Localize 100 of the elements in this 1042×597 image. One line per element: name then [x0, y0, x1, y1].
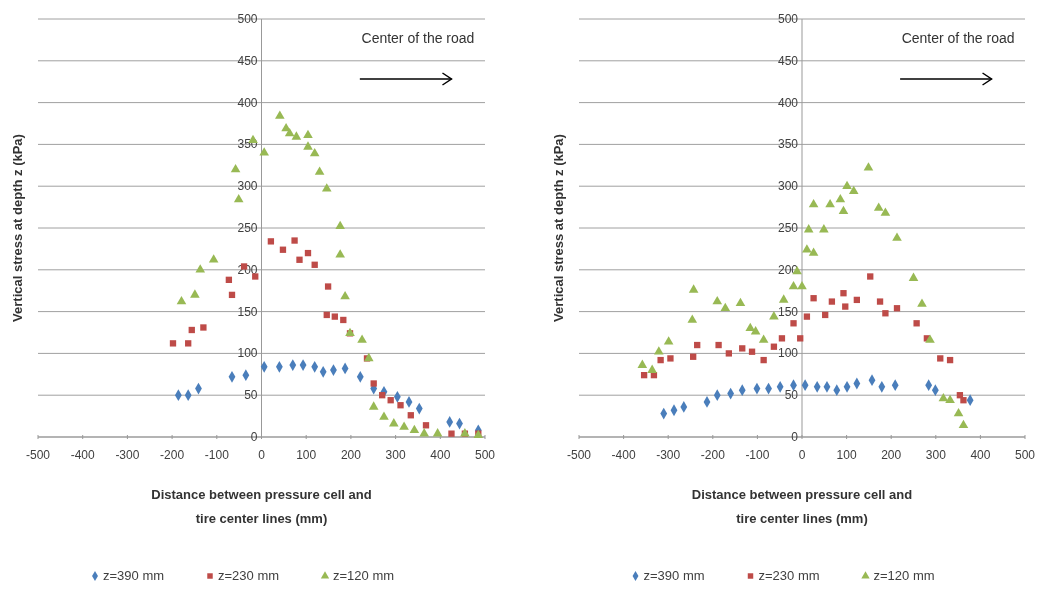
x-tick-label: 100	[296, 448, 317, 462]
point	[694, 341, 701, 349]
y-tick-label: 250	[237, 221, 258, 235]
point	[432, 428, 443, 437]
point	[291, 237, 298, 244]
point	[311, 261, 318, 268]
point	[663, 336, 674, 345]
x-tick-label: -200	[700, 448, 726, 462]
point	[819, 224, 829, 233]
point	[379, 392, 386, 399]
point	[357, 334, 367, 343]
point	[368, 401, 379, 410]
legend-label: z=390 mm	[643, 568, 705, 583]
point	[267, 238, 275, 245]
y-axis-title: Vertical stress at depth z (kPa)	[10, 134, 25, 322]
point	[873, 202, 884, 211]
point	[853, 296, 861, 304]
y-tick-label: 0	[791, 430, 799, 444]
y-tick-label: 50	[244, 388, 258, 403]
point	[938, 393, 949, 402]
point	[323, 311, 330, 319]
y-tick-label: 0	[250, 430, 258, 444]
point	[409, 424, 420, 434]
legend-label: z=230 mm	[218, 568, 280, 583]
point	[291, 131, 302, 140]
point	[340, 316, 347, 324]
point	[760, 356, 767, 364]
point	[309, 148, 320, 157]
y-tick-label: 100	[237, 346, 258, 361]
y-tick-label: 300	[777, 179, 799, 194]
point	[842, 180, 852, 189]
point	[230, 163, 241, 173]
x-tick-label: -100	[745, 448, 770, 462]
point	[778, 335, 786, 342]
point	[389, 418, 399, 427]
point	[882, 310, 889, 317]
point	[303, 141, 313, 150]
x-tick-label: 300	[385, 448, 406, 462]
point	[399, 421, 409, 430]
y-tick-label: 150	[237, 304, 258, 319]
legend-label: z=230 mm	[758, 568, 820, 583]
y-tick-label: 100	[777, 346, 799, 361]
point	[725, 350, 733, 357]
point	[284, 127, 295, 137]
point	[867, 273, 874, 280]
y-tick-label: 450	[777, 53, 799, 68]
x-tick-label: 400	[970, 448, 991, 462]
point	[960, 397, 967, 404]
point	[176, 296, 187, 305]
point	[808, 199, 819, 208]
point	[397, 402, 404, 409]
point	[803, 224, 814, 233]
point	[259, 147, 269, 156]
point	[185, 340, 192, 347]
point	[803, 313, 811, 320]
point	[687, 314, 698, 323]
point	[876, 298, 884, 305]
point	[842, 303, 849, 310]
point	[863, 162, 874, 171]
legend-label: z=390 mm	[103, 568, 165, 583]
x-tick-label: 100	[836, 448, 857, 462]
point	[917, 298, 927, 307]
y-tick-label: 150	[777, 304, 799, 319]
y-tick-label: 400	[777, 95, 799, 110]
x-tick-label: 200	[881, 448, 902, 462]
point	[169, 340, 177, 347]
point	[822, 311, 829, 319]
point	[946, 356, 954, 364]
x-tick-label: -400	[611, 448, 636, 462]
point	[848, 185, 859, 194]
point	[825, 199, 835, 208]
x-tick-label: -500	[25, 448, 51, 462]
point	[788, 280, 799, 290]
x-tick-label: -100	[204, 448, 230, 462]
point	[913, 320, 920, 327]
point	[748, 348, 756, 355]
y-tick-label: 400	[237, 95, 258, 110]
point	[640, 371, 648, 379]
point	[279, 246, 287, 253]
point	[892, 232, 902, 241]
point	[314, 166, 325, 175]
point	[808, 247, 819, 256]
x-tick-label: 400	[430, 448, 451, 462]
point	[448, 430, 455, 437]
y-tick-label: 250	[777, 221, 799, 235]
x-axis-title: Distance between pressure cell and tire center lines (mm)	[691, 487, 913, 526]
point	[422, 422, 430, 429]
legend-label: z=120 mm	[873, 568, 935, 583]
point	[735, 297, 746, 307]
x-tick-label: 200	[340, 448, 362, 462]
y-tick-label: 500	[237, 12, 258, 26]
point	[715, 341, 722, 349]
point	[778, 294, 789, 303]
point	[880, 207, 891, 216]
point	[810, 295, 817, 302]
point	[188, 326, 195, 334]
point	[770, 343, 778, 350]
point	[335, 220, 345, 230]
x-tick-label: -200	[160, 448, 185, 462]
x-tick-label: 300	[925, 448, 947, 462]
